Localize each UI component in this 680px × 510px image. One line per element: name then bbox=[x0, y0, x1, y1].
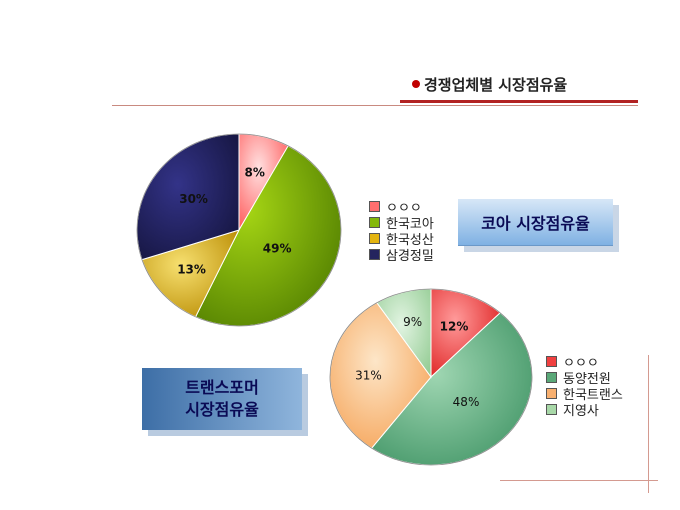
pie-outline bbox=[136, 133, 342, 327]
legend-label: 삼경정밀 bbox=[386, 248, 434, 264]
legend-label: 지영사 bbox=[563, 403, 599, 419]
pie-data-label: 13% bbox=[177, 262, 206, 276]
legend-item: 한국코아 bbox=[369, 214, 434, 232]
pie-data-label: 48% bbox=[453, 395, 480, 409]
legend-item: 동양전원 bbox=[546, 369, 623, 387]
legend-item: 한국트랜스 bbox=[546, 385, 623, 403]
pie-data-label: 8% bbox=[245, 165, 265, 179]
corner-rule-vertical bbox=[648, 355, 649, 493]
legend-item: 한국성산 bbox=[369, 230, 434, 248]
pie-chart-core: 8% 49% 13% 30% bbox=[136, 133, 342, 327]
legend-swatch bbox=[546, 403, 557, 415]
legend-item: 삼경정밀 bbox=[369, 246, 434, 264]
pie-data-label: 30% bbox=[179, 192, 208, 206]
pie-chart-transformer: 12% 48% 31% 9% bbox=[329, 288, 533, 466]
legend-core: ㅇㅇㅇ 한국코아 한국성산 삼경정밀 bbox=[369, 198, 434, 264]
callout-transformer-market-share: 트랜스포머 시장점유율 bbox=[142, 368, 302, 430]
callout-core-label: 코아 시장점유율 bbox=[481, 214, 590, 233]
legend-swatch bbox=[369, 248, 380, 260]
pie-data-label: 49% bbox=[263, 241, 292, 255]
legend-item: ㅇㅇㅇ bbox=[369, 198, 434, 216]
legend-swatch bbox=[369, 200, 380, 212]
legend-label: 동양전원 bbox=[563, 371, 611, 387]
legend-transformer: ㅇㅇㅇ 동양전원 한국트랜스 지영사 bbox=[546, 353, 623, 419]
page-title: 경쟁업체별 시장점유율 bbox=[424, 76, 568, 94]
pie-data-label: 31% bbox=[355, 368, 382, 382]
header-rule-thin bbox=[112, 105, 638, 106]
legend-label: 한국트랜스 bbox=[563, 387, 623, 403]
legend-item: ㅇㅇㅇ bbox=[546, 353, 623, 371]
legend-label: 한국코아 bbox=[386, 216, 434, 232]
callout-transformer-line2: 시장점유율 bbox=[185, 400, 259, 419]
legend-item: 지영사 bbox=[546, 401, 623, 419]
legend-swatch bbox=[546, 387, 557, 399]
callout-transformer-line1: 트랜스포머 bbox=[185, 378, 259, 397]
legend-label: ㅇㅇㅇ bbox=[386, 200, 422, 216]
header-bullet-icon bbox=[412, 80, 420, 88]
legend-swatch bbox=[369, 216, 380, 228]
pie-data-label: 9% bbox=[403, 315, 422, 329]
legend-swatch bbox=[369, 232, 380, 244]
legend-label: ㅇㅇㅇ bbox=[563, 355, 599, 371]
pie-data-label: 12% bbox=[440, 319, 469, 333]
legend-swatch bbox=[546, 355, 557, 367]
corner-rule-horizontal bbox=[500, 480, 658, 481]
pie-outline bbox=[329, 288, 533, 466]
legend-swatch bbox=[546, 371, 557, 383]
legend-label: 한국성산 bbox=[386, 232, 434, 248]
callout-core-market-share: 코아 시장점유율 bbox=[458, 199, 613, 246]
header-rule-red bbox=[400, 100, 638, 103]
